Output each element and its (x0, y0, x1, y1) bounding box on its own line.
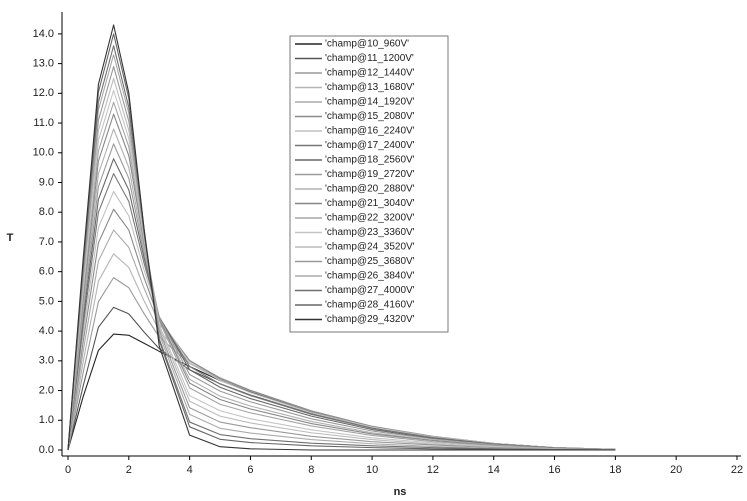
legend: 'champ@10_960V' 'champ@11_1200V' 'champ@12… (289, 35, 449, 333)
y-tick-label: 1.0 (39, 414, 54, 426)
legend-label: 'champ@18_2560V' (325, 155, 415, 166)
legend-label: 'champ@21_3040V' (325, 198, 415, 209)
series-line (67, 66, 616, 451)
x-tick-label: 12 (427, 464, 439, 476)
x-tick-label: 6 (247, 464, 253, 476)
series-line (67, 158, 616, 451)
legend-label: 'champ@11_1200V' (325, 53, 414, 64)
series-line (67, 333, 616, 451)
x-tick-label: 8 (308, 464, 314, 476)
y-tick-label: 3.0 (39, 355, 54, 367)
x-axis-label: ns (394, 486, 407, 498)
y-tick-label: 6.0 (39, 266, 54, 278)
legend-label: 'champ@16_2240V' (325, 126, 415, 137)
y-tick-label: 4.0 (39, 325, 54, 337)
legend-label: 'champ@26_3840V' (325, 271, 415, 282)
y-tick-label: 5.0 (39, 295, 54, 307)
legend-label: 'champ@28_4160V' (325, 300, 415, 311)
series-line (67, 143, 616, 451)
series-line (67, 113, 616, 451)
legend-label: 'champ@27_4000V' (325, 285, 415, 296)
y-tick-label: 0.0 (39, 444, 54, 456)
y-tick-label: 11.0 (33, 117, 54, 129)
legend-label: 'champ@15_2080V' (325, 111, 415, 122)
series-line (67, 24, 616, 451)
y-tick-label: 12.0 (33, 87, 54, 99)
y-tick-label: 7.0 (39, 236, 54, 248)
legend-label: 'champ@12_1440V' (325, 68, 415, 79)
legend-label: 'champ@13_1680V' (325, 82, 415, 93)
y-tick-label: 8.0 (39, 206, 54, 218)
legend-label: 'champ@19_2720V' (325, 169, 415, 180)
legend-label: 'champ@10_960V' (325, 39, 409, 50)
legend-label: 'champ@14_1920V' (325, 97, 415, 108)
y-tick-label: 13.0 (33, 58, 54, 70)
legend-label: 'champ@20_2880V' (325, 184, 415, 195)
series-line (67, 190, 616, 451)
legend-label: 'champ@17_2400V' (325, 140, 415, 151)
legend-label: 'champ@23_3360V' (325, 227, 415, 238)
legend-label: 'champ@25_3680V' (325, 256, 415, 267)
x-tick-label: 18 (609, 464, 621, 476)
legend-box (289, 35, 449, 333)
x-tick-label: 22 (731, 464, 743, 476)
y-tick-label: 9.0 (39, 176, 54, 188)
x-tick-label: 2 (126, 464, 132, 476)
x-tick-label: 14 (488, 464, 500, 476)
legend-label: 'champ@29_4320V' (325, 314, 415, 325)
series-line (67, 101, 616, 451)
x-tick-label: 10 (366, 464, 378, 476)
series-line (67, 89, 616, 451)
series-line (67, 54, 616, 451)
legend-label: 'champ@24_3520V' (325, 242, 415, 253)
x-tick-label: 16 (548, 464, 560, 476)
series-line (67, 45, 616, 451)
y-tick-label: 2.0 (39, 384, 54, 396)
legend-label: 'champ@22_3200V' (325, 213, 415, 224)
y-axis-label: T (7, 232, 14, 244)
y-tick-label: 10.0 (33, 147, 54, 159)
series-line (67, 33, 616, 451)
y-tick-label: 14.0 (33, 28, 54, 40)
x-tick-label: 20 (670, 464, 682, 476)
x-tick-label: 0 (65, 464, 71, 476)
series-line (67, 77, 616, 451)
x-tick-label: 4 (187, 464, 193, 476)
